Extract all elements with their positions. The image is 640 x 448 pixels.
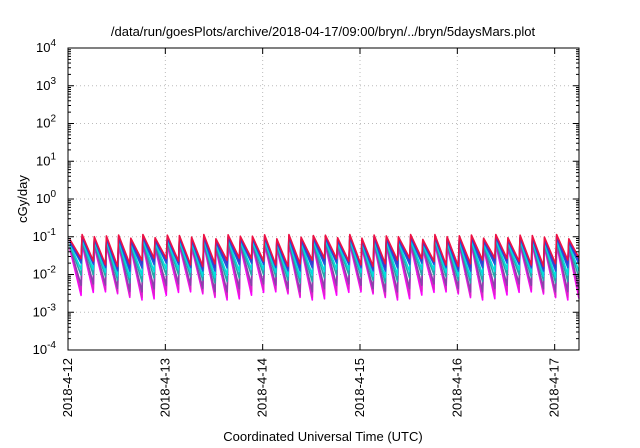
y-tick-label: 104 — [36, 38, 56, 55]
y-axis: 10-4 10-3 10-2 10-1 100 101 102 103 104 — [33, 38, 579, 357]
x-tick-label: 2018-4-14 — [255, 358, 270, 417]
y-tick-label: 10-1 — [33, 227, 57, 244]
y-tick-label: 10-3 — [33, 302, 57, 319]
y-tick-label: 100 — [36, 189, 56, 206]
y-tick-label: 10-4 — [33, 340, 57, 357]
x-tick-label: 2018-4-13 — [157, 358, 172, 417]
y-tick-label: 102 — [36, 114, 56, 131]
x-axis-label: Coordinated Universal Time (UTC) — [223, 429, 422, 444]
y-tick-label: 103 — [36, 76, 56, 93]
series-group — [69, 233, 580, 301]
grid — [67, 47, 579, 351]
y-axis-label: cGy/day — [15, 175, 30, 223]
y-tick-label: 101 — [36, 151, 56, 168]
y-tick-label: 10-2 — [33, 265, 57, 282]
x-tick-label: 2018-4-12 — [60, 358, 75, 417]
series-line — [69, 233, 580, 268]
x-tick-label: 2018-4-16 — [449, 358, 464, 417]
x-tick-label: 2018-4-17 — [547, 358, 562, 417]
x-axis: 2018-4-12 2018-4-13 2018-4-14 2018-4-15 2018… — [60, 48, 562, 417]
chart-title: /data/run/goesPlots/archive/2018-04-17/0… — [111, 24, 536, 39]
x-tick-label: 2018-4-15 — [352, 358, 367, 417]
